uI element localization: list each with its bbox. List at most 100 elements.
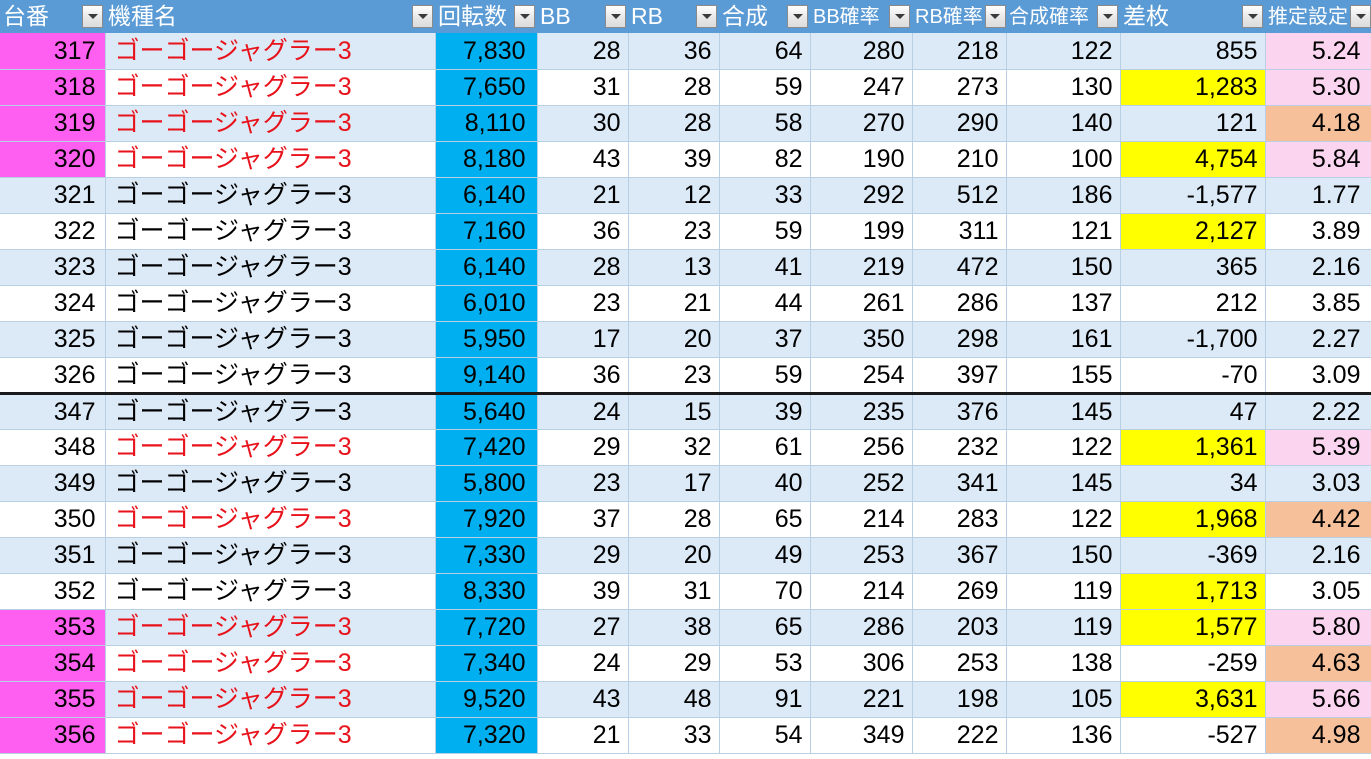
cell-kishu[interactable]: ゴーゴージャグラー3 — [105, 609, 436, 646]
cell-settei[interactable]: 2.27 — [1265, 321, 1371, 358]
cell-rb[interactable]: 21 — [628, 285, 720, 322]
cell-bb[interactable]: 43 — [537, 681, 629, 718]
cell-kishu[interactable]: ゴーゴージャグラー3 — [105, 177, 436, 214]
cell-bbrate[interactable]: 350 — [810, 321, 913, 358]
cell-rbrate[interactable]: 311 — [912, 213, 1007, 250]
cell-bb[interactable]: 39 — [537, 573, 629, 610]
cell-bb[interactable]: 37 — [537, 501, 629, 538]
cell-samai[interactable]: 1,283 — [1120, 69, 1266, 106]
table-row[interactable]: 321 ゴーゴージャグラー3 6,140 21 12 33 292 512 186 -1,577 1… — [0, 177, 1371, 214]
cell-rb[interactable]: 38 — [628, 609, 720, 646]
table-row[interactable]: 348 ゴーゴージャグラー3 7,420 29 32 61 256 232 122 1,361 5.… — [0, 429, 1371, 466]
table-row[interactable]: 347 ゴーゴージャグラー3 5,640 24 15 39 235 376 145 47 2.22 — [0, 391, 1371, 430]
cell-goseirate[interactable]: 145 — [1006, 391, 1121, 430]
cell-settei[interactable]: 3.85 — [1265, 285, 1371, 322]
cell-kaiten[interactable]: 7,830 — [435, 33, 538, 70]
table-row[interactable]: 324 ゴーゴージャグラー3 6,010 23 21 44 261 286 137 212 3.85 — [0, 285, 1371, 322]
cell-kaiten[interactable]: 7,920 — [435, 501, 538, 538]
cell-goseirate[interactable]: 138 — [1006, 645, 1121, 682]
cell-gosei[interactable]: 49 — [719, 537, 811, 574]
cell-settei[interactable]: 5.66 — [1265, 681, 1371, 718]
table-row[interactable]: 319 ゴーゴージャグラー3 8,110 30 28 58 270 290 140 121 4.18 — [0, 105, 1371, 142]
cell-bbrate[interactable]: 199 — [810, 213, 913, 250]
cell-samai[interactable]: 121 — [1120, 105, 1266, 142]
cell-gosei[interactable]: 59 — [719, 69, 811, 106]
cell-gosei[interactable]: 54 — [719, 717, 811, 754]
cell-daiban[interactable]: 348 — [0, 429, 106, 466]
cell-rbrate[interactable]: 367 — [912, 537, 1007, 574]
cell-goseirate[interactable]: 136 — [1006, 717, 1121, 754]
cell-samai[interactable]: -70 — [1120, 357, 1266, 394]
cell-bbrate[interactable]: 270 — [810, 105, 913, 142]
cell-rbrate[interactable]: 210 — [912, 141, 1007, 178]
cell-kishu[interactable]: ゴーゴージャグラー3 — [105, 465, 436, 502]
cell-kishu[interactable]: ゴーゴージャグラー3 — [105, 285, 436, 322]
cell-bbrate[interactable]: 292 — [810, 177, 913, 214]
table-row[interactable]: 326 ゴーゴージャグラー3 9,140 36 23 59 254 397 155 -70 3.09 — [0, 357, 1371, 394]
cell-samai[interactable]: 855 — [1120, 33, 1266, 70]
cell-kishu[interactable]: ゴーゴージャグラー3 — [105, 537, 436, 574]
cell-kishu[interactable]: ゴーゴージャグラー3 — [105, 429, 436, 466]
cell-kishu[interactable]: ゴーゴージャグラー3 — [105, 501, 436, 538]
cell-bb[interactable]: 27 — [537, 609, 629, 646]
cell-kaiten[interactable]: 7,720 — [435, 609, 538, 646]
cell-kaiten[interactable]: 7,160 — [435, 213, 538, 250]
cell-kaiten[interactable]: 9,520 — [435, 681, 538, 718]
cell-gosei[interactable]: 82 — [719, 141, 811, 178]
cell-kaiten[interactable]: 5,950 — [435, 321, 538, 358]
cell-settei[interactable]: 3.05 — [1265, 573, 1371, 610]
cell-kishu[interactable]: ゴーゴージャグラー3 — [105, 213, 436, 250]
cell-bb[interactable]: 23 — [537, 285, 629, 322]
cell-gosei[interactable]: 61 — [719, 429, 811, 466]
filter-dropdown-kishu[interactable] — [412, 5, 433, 28]
cell-kaiten[interactable]: 6,140 — [435, 177, 538, 214]
cell-kishu[interactable]: ゴーゴージャグラー3 — [105, 391, 436, 430]
cell-rbrate[interactable]: 253 — [912, 645, 1007, 682]
cell-kaiten[interactable]: 7,340 — [435, 645, 538, 682]
filter-dropdown-samai[interactable] — [1242, 5, 1263, 28]
cell-rb[interactable]: 15 — [628, 391, 720, 430]
cell-kaiten[interactable]: 7,420 — [435, 429, 538, 466]
cell-goseirate[interactable]: 100 — [1006, 141, 1121, 178]
cell-daiban[interactable]: 324 — [0, 285, 106, 322]
cell-goseirate[interactable]: 145 — [1006, 465, 1121, 502]
cell-rb[interactable]: 28 — [628, 501, 720, 538]
cell-bb[interactable]: 21 — [537, 717, 629, 754]
table-row[interactable]: 322 ゴーゴージャグラー3 7,160 36 23 59 199 311 121 2,127 3.… — [0, 213, 1371, 250]
cell-gosei[interactable]: 59 — [719, 213, 811, 250]
cell-settei[interactable]: 2.16 — [1265, 537, 1371, 574]
cell-bb[interactable]: 29 — [537, 537, 629, 574]
cell-bbrate[interactable]: 306 — [810, 645, 913, 682]
table-row[interactable]: 323 ゴーゴージャグラー3 6,140 28 13 41 219 472 150 365 2.16 — [0, 249, 1371, 286]
cell-bbrate[interactable]: 261 — [810, 285, 913, 322]
cell-gosei[interactable]: 64 — [719, 33, 811, 70]
cell-goseirate[interactable]: 140 — [1006, 105, 1121, 142]
cell-samai[interactable]: 3,631 — [1120, 681, 1266, 718]
cell-kaiten[interactable]: 6,010 — [435, 285, 538, 322]
cell-bbrate[interactable]: 235 — [810, 391, 913, 430]
table-row[interactable]: 350 ゴーゴージャグラー3 7,920 37 28 65 214 283 122 1,968 4.… — [0, 501, 1371, 538]
cell-daiban[interactable]: 354 — [0, 645, 106, 682]
cell-rbrate[interactable]: 286 — [912, 285, 1007, 322]
cell-gosei[interactable]: 53 — [719, 645, 811, 682]
cell-bb[interactable]: 24 — [537, 391, 629, 430]
cell-bb[interactable]: 30 — [537, 105, 629, 142]
cell-goseirate[interactable]: 130 — [1006, 69, 1121, 106]
cell-bbrate[interactable]: 219 — [810, 249, 913, 286]
cell-bbrate[interactable]: 214 — [810, 501, 913, 538]
cell-goseirate[interactable]: 121 — [1006, 213, 1121, 250]
cell-rb[interactable]: 23 — [628, 213, 720, 250]
cell-rb[interactable]: 36 — [628, 33, 720, 70]
cell-samai[interactable]: 4,754 — [1120, 141, 1266, 178]
cell-bbrate[interactable]: 254 — [810, 357, 913, 394]
cell-samai[interactable]: 1,577 — [1120, 609, 1266, 646]
cell-kaiten[interactable]: 7,320 — [435, 717, 538, 754]
cell-samai[interactable]: 2,127 — [1120, 213, 1266, 250]
cell-rbrate[interactable]: 273 — [912, 69, 1007, 106]
cell-bbrate[interactable]: 247 — [810, 69, 913, 106]
cell-bb[interactable]: 17 — [537, 321, 629, 358]
table-row[interactable]: 355 ゴーゴージャグラー3 9,520 43 48 91 221 198 105 3,631 5.… — [0, 681, 1371, 718]
cell-samai[interactable]: -259 — [1120, 645, 1266, 682]
cell-rbrate[interactable]: 290 — [912, 105, 1007, 142]
cell-rb[interactable]: 12 — [628, 177, 720, 214]
